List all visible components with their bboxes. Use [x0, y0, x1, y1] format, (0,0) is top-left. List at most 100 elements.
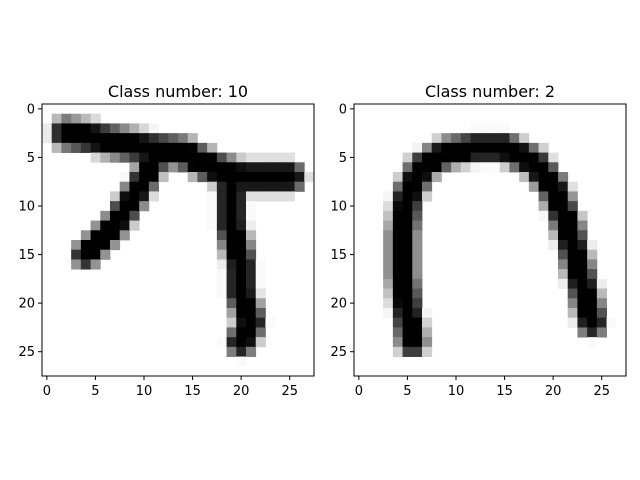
pixel-cell: [548, 201, 559, 212]
subplot-1-frame: [41, 103, 315, 377]
pixel-cell: [246, 259, 257, 270]
y-tick-label: 15: [18, 248, 35, 263]
pixel-cell: [528, 162, 539, 173]
subplot-2-title: Class number: 2: [425, 82, 555, 101]
pixel-cell: [42, 123, 53, 134]
pixel-cell: [187, 152, 198, 163]
pixel-cell: [480, 152, 491, 163]
pixel-cell: [558, 172, 569, 183]
pixel-cell: [567, 210, 578, 221]
pixel-cell: [587, 259, 598, 270]
pixel-cell: [110, 142, 121, 153]
pixel-cell: [168, 152, 179, 163]
pixel-cell: [587, 298, 598, 309]
pixel-cell: [100, 249, 111, 260]
pixel-cell: [587, 308, 598, 319]
pixel-cell: [402, 346, 413, 357]
pixel-cell: [187, 172, 198, 183]
pixel-cell: [71, 142, 82, 153]
pixel-cell: [51, 133, 62, 144]
pixel-cell: [490, 142, 501, 153]
pixel-cell: [51, 142, 62, 153]
pixel-cell: [412, 230, 423, 241]
pixel-cell: [148, 142, 159, 153]
pixel-cell: [499, 152, 510, 163]
pixel-cell: [392, 240, 403, 251]
pixel-cell: [246, 337, 257, 348]
pixel-cell: [129, 152, 140, 163]
pixel-cell: [236, 201, 247, 212]
pixel-cell: [422, 317, 433, 328]
y-tick-label: 5: [27, 151, 35, 166]
pixel-cell: [236, 259, 247, 270]
pixel-cell: [412, 337, 423, 348]
pixel-cell: [80, 240, 91, 251]
pixel-cell: [100, 220, 111, 231]
pixel-cell: [383, 269, 394, 280]
subplot-1-image: [42, 113, 315, 367]
pixel-cell: [246, 298, 257, 309]
pixel-cell: [178, 133, 189, 144]
pixel-cell: [255, 172, 266, 183]
pixel-cell: [596, 288, 607, 299]
pixel-cell: [431, 162, 442, 173]
pixel-cell: [236, 172, 247, 183]
pixel-cell: [226, 298, 237, 309]
pixel-cell: [567, 308, 578, 319]
pixel-cell: [548, 230, 559, 241]
pixel-cell: [265, 162, 276, 173]
pixel-cell: [577, 317, 588, 328]
pixel-cell: [110, 210, 121, 221]
y-tick-label: 5: [339, 151, 347, 166]
pixel-cell: [255, 327, 266, 338]
pixel-cell: [80, 230, 91, 241]
pixel-cell: [207, 172, 218, 183]
pixel-cell: [422, 337, 433, 348]
pixel-cell: [412, 317, 423, 328]
pixel-cell: [383, 278, 394, 289]
pixel-cell: [216, 172, 227, 183]
pixel-cell: [470, 142, 481, 153]
pixel-cell: [236, 210, 247, 221]
pixel-cell: [148, 172, 159, 183]
pixel-cell: [441, 142, 452, 153]
pixel-cell: [402, 191, 413, 202]
pixel-cell: [80, 133, 91, 144]
pixel-cell: [412, 162, 423, 173]
pixel-cell: [558, 220, 569, 231]
pixel-cell: [226, 201, 237, 212]
pixel-cell: [441, 162, 452, 173]
pixel-cell: [255, 259, 266, 270]
pixel-cell: [158, 172, 169, 183]
pixel-cell: [129, 210, 140, 221]
pixel-cell: [412, 249, 423, 260]
pixel-cell: [236, 346, 247, 357]
pixel-cell: [265, 152, 276, 163]
pixel-cell: [402, 269, 413, 280]
pixel-cell: [246, 220, 257, 231]
pixel-cell: [139, 181, 150, 192]
pixel-cell: [139, 133, 150, 144]
x-tick-label: 20: [545, 384, 562, 399]
pixel-cell: [392, 201, 403, 212]
pixel-cell: [577, 308, 588, 319]
pixel-cell: [178, 142, 189, 153]
pixel-cell: [90, 259, 101, 270]
pixel-cell: [402, 259, 413, 270]
pixel-cell: [402, 220, 413, 231]
pixel-cell: [499, 133, 510, 144]
pixel-cell: [509, 152, 520, 163]
pixel-cell: [226, 288, 237, 299]
pixel-cell: [216, 162, 227, 173]
pixel-cell: [100, 152, 111, 163]
pixel-cell: [148, 133, 159, 144]
pixel-cell: [422, 142, 433, 153]
pixel-cell: [119, 152, 130, 163]
pixel-cell: [216, 210, 227, 221]
pixel-cell: [139, 142, 150, 153]
pixel-cell: [441, 152, 452, 163]
pixel-cell: [460, 133, 471, 144]
pixel-cell: [275, 181, 286, 192]
pixel-cell: [119, 172, 130, 183]
pixel-cell: [226, 181, 237, 192]
